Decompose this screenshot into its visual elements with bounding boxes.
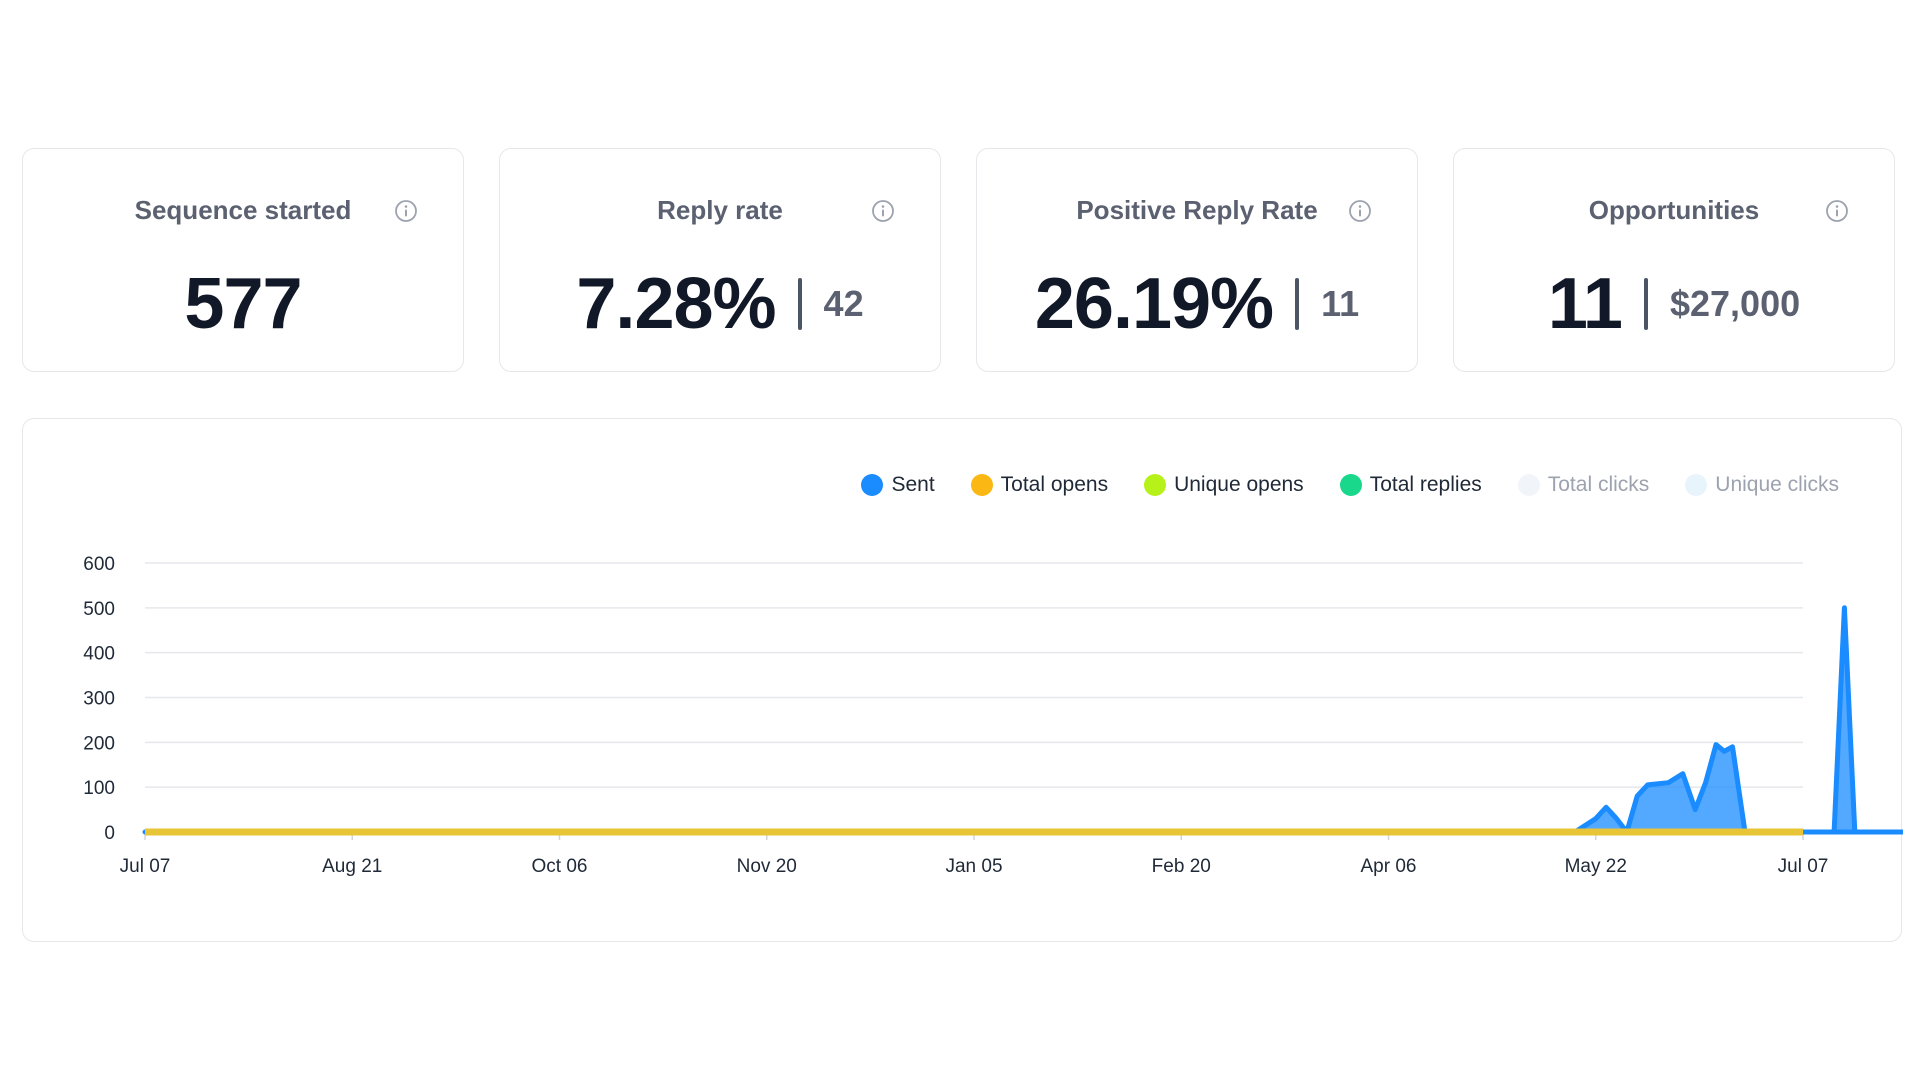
x-tick-label: Apr 06	[1361, 856, 1417, 877]
legend-swatch	[1517, 474, 1540, 496]
card-positive-reply-rate: Positive Reply Rate 26.19% 11	[976, 148, 1418, 372]
x-tick-label: Feb 20	[1152, 856, 1211, 877]
legend-item-total-replies[interactable]: Total replies	[1339, 473, 1482, 497]
primary-value: 7.28%	[576, 264, 776, 344]
chart-card: Sent Total opens Unique opens Total replies…	[22, 418, 1903, 942]
card-sequence-started: Sequence started 577	[22, 148, 464, 372]
x-tick-label: Jul 07	[1778, 856, 1829, 877]
chart-legend: Sent Total opens Unique opens Total replies…	[861, 473, 1839, 497]
x-tick-label: Jan 05	[945, 856, 1002, 877]
legend-item-sent[interactable]: Sent	[861, 473, 935, 497]
primary-value: 26.19%	[1034, 264, 1274, 344]
secondary-value: $27,000	[1669, 283, 1801, 324]
legend-swatch	[1144, 474, 1167, 496]
card-value-row: 26.19% 11	[977, 263, 1417, 345]
legend-swatch	[861, 474, 884, 496]
legend-label: Total replies	[1369, 473, 1482, 496]
primary-value: 577	[184, 264, 302, 344]
legend-item-unique-clicks[interactable]: Unique clicks	[1685, 473, 1839, 497]
y-tick-label: 400	[83, 644, 115, 665]
x-tick-label: Jul 07	[120, 856, 171, 877]
y-tick-label: 0	[104, 823, 115, 844]
legend-item-total-clicks[interactable]: Total clicks	[1517, 473, 1650, 497]
value-separator	[797, 278, 802, 330]
card-title: Sequence started	[134, 195, 352, 225]
x-tick-label: May 22	[1565, 856, 1627, 877]
metric-cards: Sequence started 577 Reply rate 7.28% 42…	[22, 148, 1902, 372]
value-separator	[1643, 278, 1648, 330]
card-title: Reply rate	[657, 195, 783, 225]
card-title: Opportunities	[1588, 195, 1760, 225]
legend-label: Total opens	[1000, 473, 1109, 496]
legend-label: Sent	[891, 473, 935, 496]
legend-item-unique-opens[interactable]: Unique opens	[1144, 473, 1304, 497]
y-tick-label: 200	[83, 733, 115, 754]
y-tick-label: 500	[83, 599, 115, 620]
secondary-value: 42	[823, 283, 864, 324]
x-tick-label: Aug 21	[322, 856, 382, 877]
card-value-row: 577	[23, 263, 463, 345]
legend-label: Unique clicks	[1715, 473, 1839, 496]
primary-value: 11	[1547, 264, 1623, 344]
secondary-value: 11	[1321, 283, 1360, 324]
card-value-row: 11 $27,000	[1454, 263, 1894, 345]
info-icon[interactable]	[1825, 199, 1849, 223]
y-tick-label: 100	[83, 778, 115, 799]
info-icon[interactable]	[394, 199, 418, 223]
card-reply-rate: Reply rate 7.28% 42	[499, 148, 941, 372]
area-chart: 0 100 200 300 400 500 600 Jul 07 Aug 21 Oct 06 Nov…	[83, 554, 1903, 877]
legend-swatch	[970, 474, 993, 496]
legend-label: Total clicks	[1547, 473, 1650, 496]
legend-swatch	[1685, 474, 1708, 496]
card-value-row: 7.28% 42	[500, 263, 940, 345]
info-icon[interactable]	[871, 199, 895, 223]
legend-swatch	[1339, 474, 1362, 496]
value-separator	[1295, 278, 1300, 330]
y-tick-label: 300	[83, 689, 115, 710]
y-tick-label: 600	[83, 554, 115, 575]
card-opportunities: Opportunities 11 $27,000	[1453, 148, 1895, 372]
info-icon[interactable]	[1348, 199, 1372, 223]
card-title: Positive Reply Rate	[1076, 195, 1318, 225]
legend-label: Unique opens	[1174, 473, 1304, 496]
legend-item-total-opens[interactable]: Total opens	[970, 473, 1109, 497]
x-tick-label: Oct 06	[532, 856, 588, 877]
series-sent-area	[142, 605, 1903, 835]
x-tick-label: Nov 20	[737, 856, 797, 877]
